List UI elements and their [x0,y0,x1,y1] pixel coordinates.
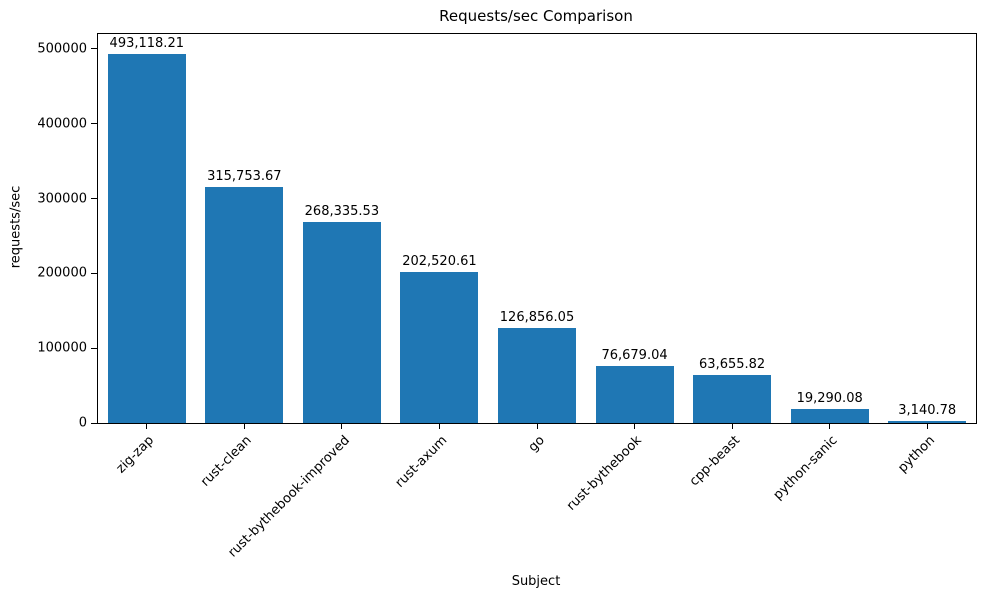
bar [497,328,576,423]
bar [205,186,284,423]
plot-area: 0 100000 200000 300000 400000 500000 493,118.2… [37,33,977,560]
bar [302,222,381,423]
bar-value-label: 315,753.67 [207,168,282,184]
y-tick-mark [91,198,97,200]
x-tick-label: rust-clean [198,433,255,490]
x-axis-label: Subject [511,574,561,589]
x-tick-label: go [525,433,548,456]
x-tick-mark [146,423,148,429]
bar [693,375,772,423]
y-tick-label: 300000 [37,191,87,207]
x-tick-label: python-sanic [770,433,841,503]
y-tick-label: 100000 [37,340,87,356]
x-tick-mark [341,423,343,429]
x-tick-mark [829,423,831,429]
x-tick-mark [438,423,440,429]
x-tick-mark [634,423,636,429]
y-axis-label: requests/sec [8,185,24,269]
bar [400,271,479,423]
y-tick-mark [91,272,97,274]
y-tick-label: 400000 [37,116,87,132]
x-tick-label: cpp-beast [686,433,743,490]
x-tick-label: rust-axum [392,433,451,491]
bar [790,408,869,423]
bar [595,365,674,423]
y-tick-label: 500000 [37,41,87,57]
y-tick-label: 0 [78,415,87,431]
bar-value-label: 3,140.78 [898,402,957,418]
y-tick-mark [91,48,97,50]
bar-value-label: 76,679.04 [601,347,668,363]
bar-value-label: 19,290.08 [796,390,863,406]
y-tick-mark [91,123,97,125]
x-tick-label: rust-bythebook [564,433,646,514]
x-tick-label: python [895,433,938,476]
bar-value-label: 202,520.61 [402,253,477,269]
y-tick-mark [91,347,97,349]
bar-value-label: 493,118.21 [109,36,184,52]
bar-value-label: 268,335.53 [304,204,380,220]
chart-title: Requests/sec Comparison [439,7,633,25]
x-tick-mark [243,423,245,429]
y-tick-label: 200000 [37,265,87,281]
bar [888,420,967,423]
bar [107,54,186,423]
x-tick-mark [926,423,928,429]
y-tick-mark [91,422,97,424]
bar-value-label: 126,856.05 [499,310,575,326]
x-tick-mark [731,423,733,429]
x-tick-mark [536,423,538,429]
bar-value-label: 63,655.82 [699,357,766,373]
x-tick-label: zig-zap [113,433,158,477]
